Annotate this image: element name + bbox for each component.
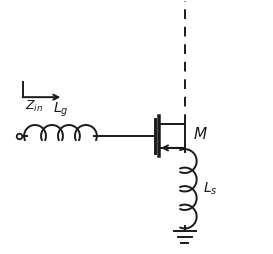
Text: $L_g$: $L_g$ [53, 101, 68, 119]
Text: $L_s$: $L_s$ [203, 181, 217, 197]
Text: $Z_{in}$: $Z_{in}$ [25, 99, 43, 114]
Text: $M$: $M$ [193, 126, 207, 142]
